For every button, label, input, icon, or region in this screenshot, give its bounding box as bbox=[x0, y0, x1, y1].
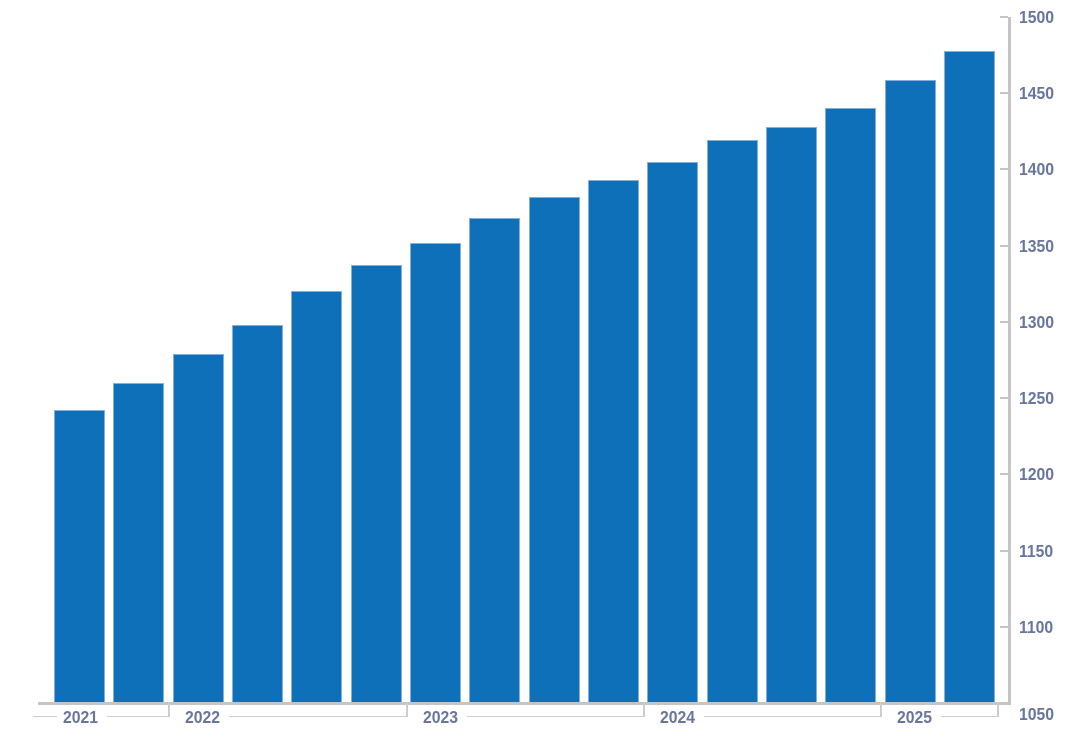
x-axis-group-divider bbox=[405, 703, 408, 717]
x-axis-year-label: 2021 bbox=[63, 707, 102, 727]
y-axis-tick bbox=[1000, 625, 1008, 628]
y-axis-tick-label: 1050 bbox=[1019, 704, 1058, 724]
bar-1[interactable] bbox=[54, 410, 105, 703]
y-axis-tick bbox=[1000, 244, 1008, 247]
y-axis-tick bbox=[1000, 702, 1008, 704]
x-axis-line bbox=[38, 702, 1011, 705]
y-axis-tick-label: 1350 bbox=[1019, 236, 1058, 256]
bar-15[interactable] bbox=[884, 79, 936, 703]
y-axis-tick-text: 1500 bbox=[1019, 7, 1055, 27]
y-axis-tick-text: 1150 bbox=[1019, 540, 1054, 561]
y-axis-tick-label: 1250 bbox=[1019, 388, 1058, 408]
y-axis-tick-text: 1400 bbox=[1019, 159, 1055, 180]
x-axis-group-line bbox=[941, 715, 997, 718]
y-axis-tick-label: 1200 bbox=[1019, 464, 1058, 484]
y-axis-tick-text: 1100 bbox=[1019, 616, 1054, 637]
bar-3[interactable] bbox=[172, 353, 224, 703]
x-axis-year-text: 2025 bbox=[897, 707, 933, 727]
y-axis-tick bbox=[1000, 16, 1008, 18]
x-axis-group-divider bbox=[997, 703, 999, 717]
bar-7[interactable] bbox=[409, 242, 461, 703]
bar-10[interactable] bbox=[587, 180, 639, 703]
x-axis-year-text: 2021 bbox=[63, 707, 99, 727]
y-axis-tick-label: 1400 bbox=[1019, 159, 1058, 179]
y-axis-tick-text: 1300 bbox=[1019, 311, 1055, 332]
x-axis-group-divider bbox=[168, 703, 171, 717]
bar-6[interactable] bbox=[350, 265, 402, 703]
x-axis-group-line bbox=[704, 715, 881, 718]
x-axis-year-text: 2022 bbox=[185, 707, 221, 727]
x-axis-year-text: 2023 bbox=[422, 707, 458, 727]
bar-14[interactable] bbox=[825, 108, 877, 703]
x-axis-group-line bbox=[229, 715, 406, 718]
bar-4[interactable] bbox=[231, 324, 283, 703]
bar-16[interactable] bbox=[943, 50, 995, 703]
y-axis-tick bbox=[1000, 168, 1008, 171]
bar-11[interactable] bbox=[647, 161, 699, 703]
bar-9[interactable] bbox=[528, 196, 580, 703]
y-axis-tick bbox=[1000, 92, 1008, 95]
x-axis-group-line bbox=[466, 715, 644, 718]
bar-12[interactable] bbox=[706, 140, 758, 703]
y-axis-tick-label: 1450 bbox=[1019, 83, 1058, 103]
x-axis-group-divider bbox=[880, 703, 883, 717]
x-axis-group-line bbox=[107, 715, 169, 718]
y-axis-tick-text: 1050 bbox=[1019, 704, 1055, 724]
x-axis-year-label: 2023 bbox=[423, 707, 462, 727]
x-axis-leader-line bbox=[33, 715, 57, 718]
y-axis-line bbox=[1008, 17, 1011, 705]
y-axis-tick-label: 1100 bbox=[1019, 617, 1057, 637]
y-axis-tick bbox=[1000, 549, 1008, 552]
y-axis-tick-text: 1200 bbox=[1019, 464, 1055, 485]
y-axis-tick-text: 1450 bbox=[1019, 83, 1055, 104]
x-axis-year-text: 2024 bbox=[660, 707, 696, 727]
bar-5[interactable] bbox=[291, 291, 343, 703]
y-axis-tick bbox=[1000, 397, 1008, 400]
bar-13[interactable] bbox=[765, 126, 817, 703]
y-axis-tick-label: 1300 bbox=[1019, 312, 1058, 332]
bar-2[interactable] bbox=[113, 382, 165, 703]
y-axis-tick-text: 1350 bbox=[1019, 235, 1055, 256]
x-axis-year-label: 2025 bbox=[897, 707, 936, 727]
y-axis-tick-label: 1500 bbox=[1019, 7, 1058, 27]
bar-8[interactable] bbox=[469, 218, 521, 703]
x-axis-group-divider bbox=[643, 703, 645, 717]
y-axis-tick bbox=[1000, 320, 1008, 323]
x-axis-year-label: 2024 bbox=[660, 707, 699, 727]
y-axis-tick-label: 1150 bbox=[1019, 541, 1057, 561]
y-axis-tick bbox=[1000, 473, 1008, 476]
y-axis-tick-text: 1250 bbox=[1019, 388, 1055, 409]
x-axis-year-label: 2022 bbox=[185, 707, 224, 727]
